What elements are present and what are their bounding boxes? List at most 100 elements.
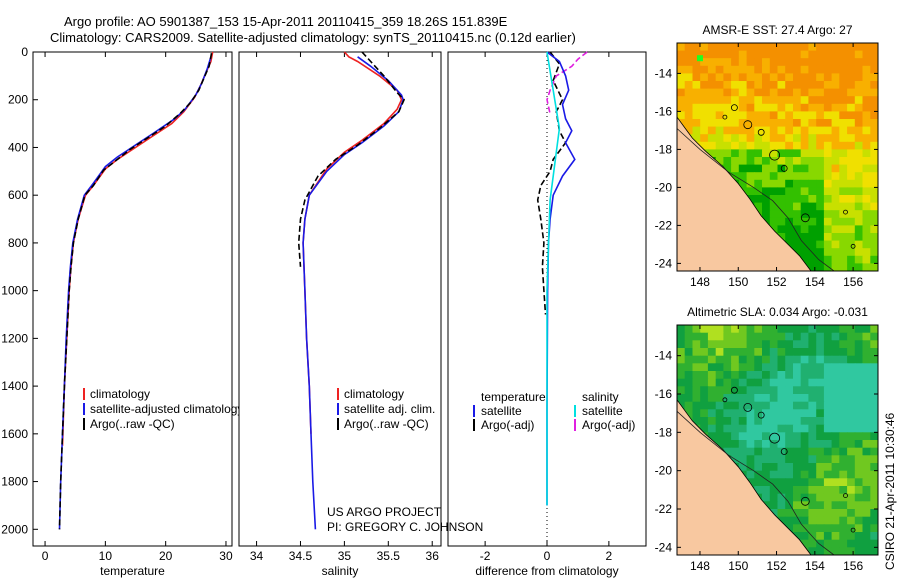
legend-label: satellite <box>582 404 623 418</box>
reef-island <box>850 243 856 249</box>
x-axis-label: salinity <box>322 564 359 578</box>
y-tick-label: -20 <box>655 464 673 478</box>
legend-label: Argo(..raw -QC) <box>344 417 429 431</box>
map-field <box>677 325 878 555</box>
legend-heading: salinity <box>582 390 619 404</box>
x-tick-label: 2 <box>606 549 613 563</box>
series-salinity-satellite <box>546 51 561 506</box>
x-tick-label: 148 <box>690 559 710 573</box>
reef-island <box>743 120 753 130</box>
x-tick-label: 152 <box>767 559 787 573</box>
y-tick-label: 0 <box>21 45 28 59</box>
x-tick-label: 0 <box>42 549 49 563</box>
y-tick-label: -22 <box>655 218 673 232</box>
header-line-1: Argo profile: AO 5901387_153 15-Apr-2011… <box>64 14 508 29</box>
x-tick-label: -2 <box>480 549 491 563</box>
y-tick-label: 2000 <box>1 522 28 536</box>
y-tick-label: -22 <box>655 502 673 516</box>
y-tick-label: -24 <box>655 256 673 270</box>
map-field <box>677 43 878 271</box>
credit-project: US ARGO PROJECT <box>327 505 442 519</box>
y-tick-label: 200 <box>8 93 28 107</box>
legend-label: climatology <box>344 387 404 401</box>
map-frame <box>676 42 879 272</box>
panel-frame <box>238 51 442 547</box>
y-tick-label: 1800 <box>1 475 28 489</box>
y-tick-label: -24 <box>655 540 673 554</box>
reef-island <box>757 128 765 136</box>
x-tick-label: 152 <box>767 275 787 289</box>
header-line-2: Climatology: CARS2009. Satellite-adjuste… <box>50 30 576 45</box>
series-salinity-argo-adj- <box>546 51 588 115</box>
reef-island <box>769 432 780 444</box>
map-frame <box>676 324 879 556</box>
reef-island <box>780 448 788 455</box>
x-tick-label: 35 <box>338 549 352 563</box>
reef-island <box>722 114 728 120</box>
plot-layer: 0 10 20 30020040060080010001200140016001800… <box>1 23 879 578</box>
y-tick-label: 1400 <box>1 379 28 393</box>
x-tick-label: 156 <box>843 559 863 573</box>
profile-panel-1: 0 10 20 30 0 200 400 600 800 1000 1200 1400 1600 1800… <box>1 45 243 578</box>
reef-island <box>850 527 856 533</box>
y-tick-label: 800 <box>8 236 28 250</box>
y-tick-label: 1200 <box>1 331 28 345</box>
reef-island <box>769 149 780 161</box>
x-tick-label: 150 <box>728 559 748 573</box>
series-satellite-adj-clim- <box>302 56 405 530</box>
reef-island <box>843 209 848 215</box>
reef-island <box>743 402 753 412</box>
x-tick-label: 30 <box>219 549 233 563</box>
y-tick-label: 1000 <box>1 284 28 298</box>
x-tick-label: 148 <box>690 275 710 289</box>
legend-label: satellite-adjusted climatology <box>90 402 243 416</box>
series-argo-raw-qc- <box>58 53 213 530</box>
legend-label: satellite adj. clim. <box>344 402 435 416</box>
x-axis-label: temperature <box>100 564 165 578</box>
x-tick-label: 154 <box>805 559 825 573</box>
sst-map: AMSR-E SST: 27.4 Argo: 27 148 150 152 154 156… <box>655 23 879 289</box>
legend-label: Argo(..raw -QC) <box>90 417 175 431</box>
y-tick-label: -16 <box>655 387 673 401</box>
y-tick-label: -16 <box>655 104 673 118</box>
x-tick-label: 0 <box>544 549 551 563</box>
y-tick-label: -14 <box>655 66 673 80</box>
reef-island <box>780 164 788 172</box>
reef-island <box>722 397 728 403</box>
x-tick-label: 10 <box>99 549 113 563</box>
map-title: AMSR-E SST: 27.4 Argo: 27 <box>702 23 852 37</box>
reef-island <box>800 213 810 223</box>
legend-label: satellite <box>481 404 522 418</box>
reef-island <box>843 493 848 499</box>
y-tick-label: 400 <box>8 140 28 154</box>
legend-label: Argo(-adj) <box>582 418 635 432</box>
profile-panel-2: 34 34.5 35 35.5 36 salinity climatologysatelli… <box>238 51 442 578</box>
reef-island <box>731 104 738 111</box>
reef-island <box>731 386 738 394</box>
map-title: Altimetric SLA: 0.034 Argo: -0.031 <box>687 305 868 319</box>
y-tick-label: -14 <box>655 349 673 363</box>
legend-label: climatology <box>90 387 150 401</box>
panel-frame <box>32 51 233 547</box>
reef-island <box>757 411 765 419</box>
credit-pi: PI: GREGORY C. JOHNSON <box>327 520 483 534</box>
shelf-contour <box>677 411 835 555</box>
y-tick-label: -20 <box>655 180 673 194</box>
y-tick-label: 1600 <box>1 427 28 441</box>
x-tick-label: 35.5 <box>377 549 401 563</box>
x-tick-label: 156 <box>843 275 863 289</box>
argo-float-marker <box>696 55 703 62</box>
legend-heading: temperature <box>481 390 546 404</box>
x-tick-label: 36 <box>426 549 440 563</box>
y-tick-label: -18 <box>655 425 673 439</box>
land-mass <box>677 399 812 555</box>
x-tick-label: 34.5 <box>289 549 313 563</box>
y-tick-label: -18 <box>655 142 673 156</box>
sla-map: Altimetric SLA: 0.034 Argo: -0.031 148 150… <box>655 305 879 573</box>
x-tick-label: 34 <box>250 549 264 563</box>
shelf-contour <box>677 128 835 271</box>
x-tick-label: 20 <box>159 549 173 563</box>
timestamp-label: CSIRO 21-Apr-2011 10:30:46 <box>883 412 897 570</box>
